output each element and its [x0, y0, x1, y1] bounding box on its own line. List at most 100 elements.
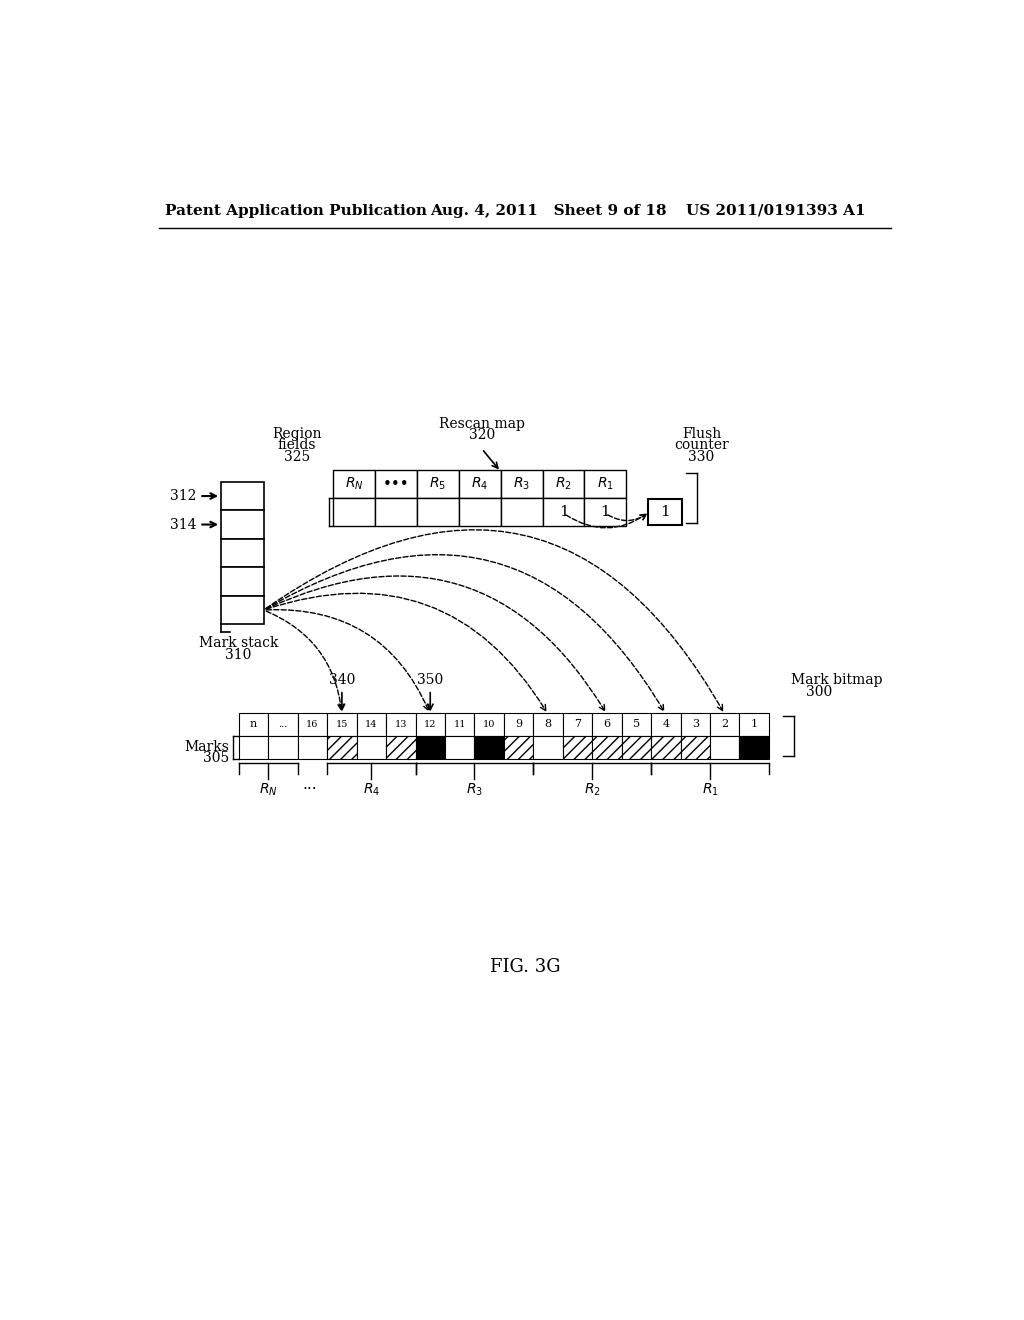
Bar [416, 713, 445, 737]
Bar [334, 470, 375, 498]
Bar [592, 713, 622, 737]
FancyArrowPatch shape [266, 529, 723, 710]
Bar [328, 713, 356, 737]
Text: 9: 9 [515, 719, 522, 730]
Text: Aug. 4, 2011   Sheet 9 of 18: Aug. 4, 2011 Sheet 9 of 18 [430, 203, 667, 218]
Bar [681, 737, 710, 759]
Text: counter: counter [674, 438, 729, 451]
Text: Mark stack: Mark stack [199, 636, 279, 649]
Bar [356, 737, 386, 759]
Text: Marks: Marks [184, 739, 228, 754]
FancyArrowPatch shape [266, 611, 343, 710]
Text: $R_4$: $R_4$ [362, 781, 380, 799]
Text: FIG. 3G: FIG. 3G [489, 958, 560, 975]
Bar [651, 713, 681, 737]
Text: $R_1$: $R_1$ [701, 781, 719, 799]
Bar [375, 498, 417, 525]
Text: 8: 8 [545, 719, 552, 730]
Bar [221, 539, 263, 568]
FancyArrowPatch shape [608, 515, 646, 520]
Bar [298, 737, 328, 759]
Text: 3: 3 [692, 719, 698, 730]
Bar [622, 713, 651, 737]
FancyArrowPatch shape [266, 610, 429, 710]
Bar [501, 470, 543, 498]
Bar [356, 713, 386, 737]
Text: 10: 10 [483, 719, 496, 729]
Bar [543, 470, 585, 498]
Text: 5: 5 [633, 719, 640, 730]
Bar [504, 713, 534, 737]
Bar [445, 737, 474, 759]
Bar [221, 595, 263, 624]
Bar [375, 470, 417, 498]
Bar [710, 713, 739, 737]
Bar [585, 470, 627, 498]
Text: 1: 1 [751, 719, 758, 730]
Text: 340: 340 [329, 673, 355, 686]
Text: 6: 6 [603, 719, 610, 730]
Text: $R_N$: $R_N$ [345, 477, 364, 492]
Text: $R_3$: $R_3$ [466, 781, 483, 799]
Bar [501, 498, 543, 525]
Bar [239, 737, 268, 759]
Bar [459, 470, 501, 498]
Text: 300: 300 [806, 685, 833, 698]
Text: $R_2$: $R_2$ [584, 781, 601, 799]
Bar [739, 713, 769, 737]
Text: Region: Region [272, 426, 322, 441]
FancyArrowPatch shape [266, 554, 664, 710]
FancyArrowPatch shape [566, 515, 646, 528]
Text: 15: 15 [336, 719, 348, 729]
Text: 330: 330 [688, 450, 715, 465]
FancyArrowPatch shape [266, 593, 546, 710]
Bar [739, 737, 769, 759]
Bar [386, 713, 416, 737]
Bar [592, 737, 622, 759]
Text: Patent Application Publication: Patent Application Publication [165, 203, 427, 218]
Text: $R_N$: $R_N$ [259, 781, 278, 799]
Text: 2: 2 [721, 719, 728, 730]
Text: 1: 1 [600, 504, 610, 519]
Bar [543, 498, 585, 525]
Text: $R_2$: $R_2$ [555, 477, 572, 492]
Bar [416, 737, 445, 759]
Bar [563, 713, 592, 737]
Bar [334, 498, 375, 525]
Bar [474, 713, 504, 737]
Text: 7: 7 [574, 719, 581, 730]
Bar [268, 713, 298, 737]
Text: 12: 12 [424, 719, 436, 729]
Bar [504, 737, 534, 759]
Text: $R_5$: $R_5$ [429, 477, 446, 492]
Text: 320: 320 [469, 428, 495, 442]
Bar [221, 511, 263, 539]
Bar [239, 713, 268, 737]
Bar [268, 737, 298, 759]
Bar [298, 713, 328, 737]
Text: 14: 14 [366, 719, 378, 729]
Bar [710, 737, 739, 759]
Text: Flush: Flush [682, 426, 721, 441]
Bar [386, 737, 416, 759]
Bar [681, 713, 710, 737]
Bar [417, 498, 459, 525]
Bar [221, 482, 263, 511]
Text: ···: ··· [302, 783, 316, 797]
Text: 4: 4 [663, 719, 670, 730]
Text: •••: ••• [383, 477, 410, 491]
FancyArrowPatch shape [266, 576, 605, 710]
Text: n: n [250, 719, 257, 730]
Text: 16: 16 [306, 719, 318, 729]
Text: 1: 1 [559, 504, 568, 519]
Text: Rescan map: Rescan map [439, 417, 524, 430]
Text: fields: fields [278, 438, 316, 451]
Bar [534, 737, 563, 759]
Text: 312: 312 [170, 488, 197, 503]
Text: 1: 1 [660, 504, 670, 519]
Bar [459, 498, 501, 525]
Text: ...: ... [279, 719, 288, 729]
Text: 310: 310 [225, 648, 252, 663]
Text: 325: 325 [284, 450, 310, 465]
Bar [563, 737, 592, 759]
